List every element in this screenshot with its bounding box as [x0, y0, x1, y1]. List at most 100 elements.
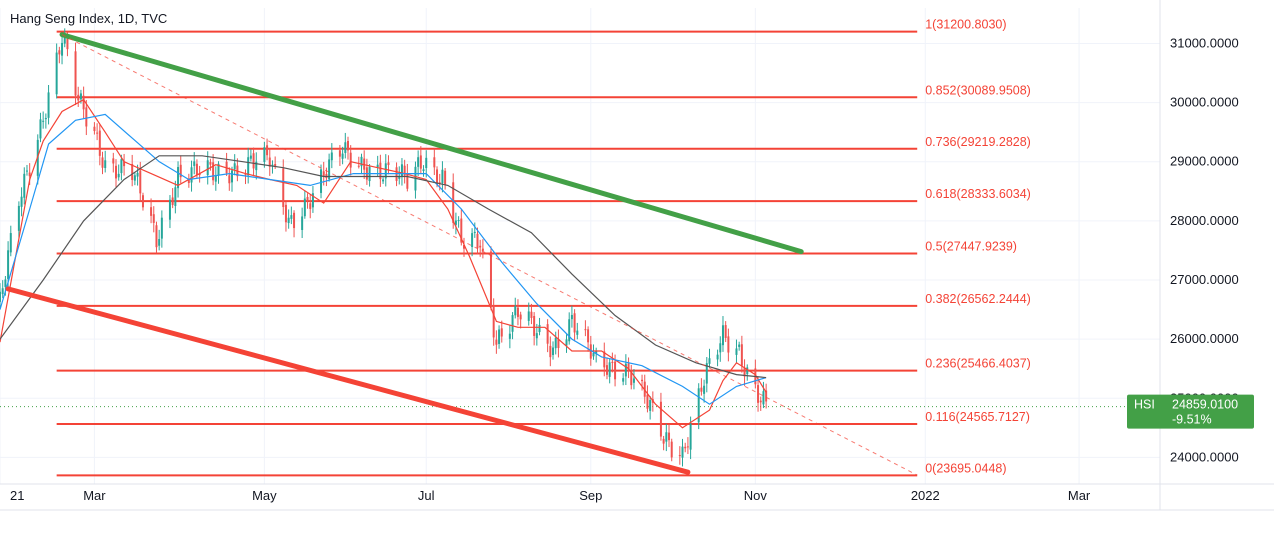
candle-body: [96, 132, 99, 134]
candle-body: [174, 187, 177, 206]
candle-body: [244, 174, 247, 176]
candle-body: [398, 175, 401, 179]
candle-body: [511, 315, 514, 332]
candle-body: [500, 328, 503, 337]
candle-body: [641, 379, 644, 382]
fib-level-label: 0.236(25466.4037): [925, 357, 1031, 371]
candle-body: [743, 367, 746, 377]
candle-body: [708, 358, 711, 364]
candle-body: [58, 50, 61, 55]
candle-body: [568, 319, 571, 342]
candle-body: [231, 170, 233, 183]
candle-body: [508, 333, 511, 339]
last-price-change: -9.51%: [1172, 413, 1212, 427]
candle-body: [1, 288, 4, 295]
candle-body: [595, 350, 598, 354]
trendline-solid: [59, 32, 804, 255]
price-tick-label: 27000.0000: [1170, 272, 1239, 287]
candle-body: [360, 156, 363, 167]
candle-body: [338, 150, 341, 157]
candle-body: [66, 34, 69, 50]
candle-body: [293, 212, 296, 229]
candle-body: [592, 352, 595, 357]
candle-body: [263, 147, 266, 162]
candle-body: [82, 95, 85, 110]
candle-body: [417, 157, 420, 167]
candle-body: [228, 175, 231, 184]
candle-body: [328, 159, 331, 180]
candle-body: [573, 313, 576, 333]
candle-body: [527, 311, 530, 321]
candle-body: [233, 163, 236, 170]
candle-body: [152, 214, 155, 223]
candle-body: [44, 117, 47, 120]
candle-body: [535, 333, 538, 339]
candle-body: [206, 160, 209, 176]
candle-body: [608, 362, 611, 377]
candle-body: [93, 126, 96, 132]
time-tick-label: Mar: [83, 488, 106, 503]
candle-body: [516, 307, 519, 317]
candle-body: [724, 325, 727, 338]
candle-body: [546, 324, 549, 344]
candle-body: [112, 158, 115, 164]
candle-body: [249, 155, 252, 159]
candle-body: [684, 446, 687, 449]
candle-body: [678, 455, 681, 457]
candle-body: [463, 244, 465, 249]
trendline-dashed: [61, 34, 918, 476]
candle-body: [457, 220, 460, 222]
chart-title: Hang Seng Index, 1D, TVC: [10, 11, 167, 26]
candle-body: [614, 361, 617, 380]
candle-body: [419, 155, 422, 169]
fib-level-label: 0(23695.0448): [925, 461, 1006, 475]
candle-body: [403, 165, 406, 176]
candle-body: [39, 119, 42, 139]
time-tick-label: 21: [10, 488, 24, 503]
candle-body: [738, 344, 741, 347]
candle-body: [746, 367, 749, 375]
candle-body: [17, 205, 20, 231]
candle-body: [282, 168, 285, 208]
candle-body: [759, 400, 762, 403]
candle-body: [700, 387, 703, 392]
candle-body: [489, 251, 492, 308]
candle-body: [74, 51, 77, 96]
candle-body: [271, 164, 274, 166]
candle-body: [422, 169, 425, 171]
candle-body: [98, 130, 101, 156]
candle-body: [217, 163, 220, 176]
candle-body: [384, 163, 387, 179]
candle-body: [309, 203, 312, 209]
price-tick-label: 26000.0000: [1170, 331, 1239, 346]
candle-body: [565, 339, 568, 346]
fib-level-label: 0.116(24565.7127): [925, 410, 1030, 424]
candle-body: [533, 316, 536, 336]
candle-body: [665, 432, 668, 442]
candle-body: [406, 173, 409, 189]
candle-body: [473, 231, 476, 233]
candle-body: [47, 92, 50, 118]
candle-body: [611, 361, 614, 363]
candle-body: [570, 314, 573, 320]
candle-body: [7, 250, 10, 279]
fibonacci-layer: 1(31200.8030) 0.852(30089.9508) 0.736(2921…: [0, 18, 1160, 477]
price-tick-label: 31000.0000: [1170, 35, 1239, 50]
fib-level-label: 0.5(27447.9239): [925, 240, 1017, 254]
candle-body: [584, 329, 587, 331]
candle-body: [301, 216, 304, 230]
candle-body: [115, 165, 117, 179]
candle-body: [23, 173, 26, 198]
time-tick-label: Sep: [579, 488, 602, 503]
candle-body: [287, 217, 290, 224]
candle-body: [721, 325, 724, 346]
candle-body: [587, 329, 590, 343]
fib-level-label: 0.736(29219.2828): [925, 135, 1031, 149]
candle-body: [179, 164, 182, 178]
candle-body: [123, 161, 126, 167]
candle-body: [77, 94, 80, 101]
candle-body: [55, 52, 58, 95]
candle-body: [762, 391, 765, 405]
candle-body: [311, 193, 314, 208]
